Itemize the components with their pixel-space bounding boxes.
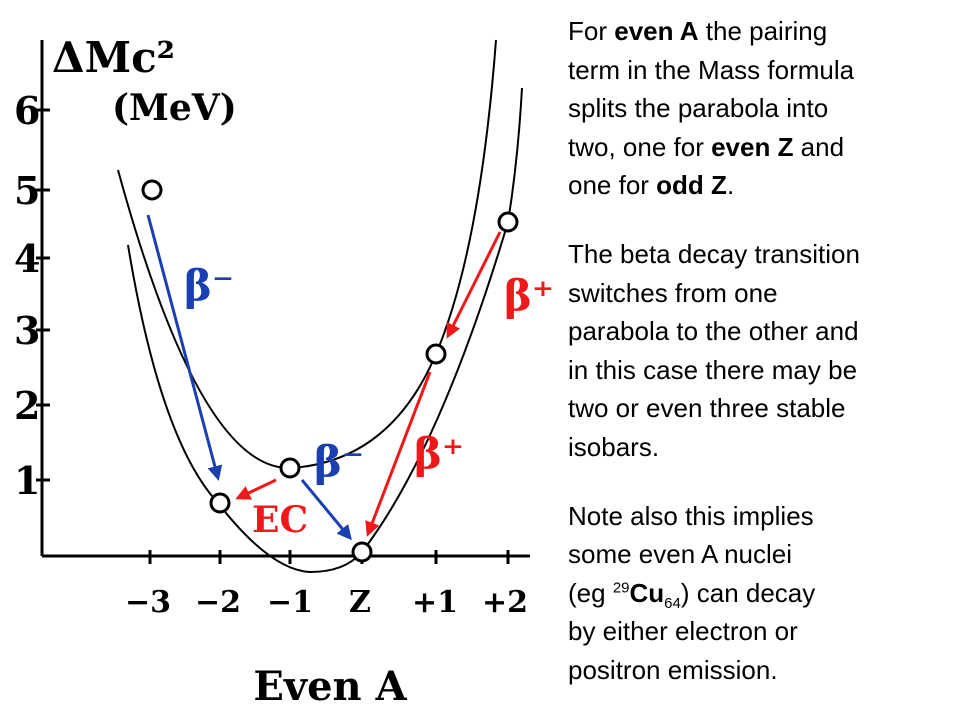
arrow-label: β⁺: [504, 271, 554, 320]
y-axis-unit: (MeV): [112, 87, 237, 129]
text: odd Z: [656, 170, 727, 201]
y-tick-label: 5: [14, 168, 40, 213]
x-tick-label: +1: [412, 585, 458, 620]
text: isobars.: [568, 431, 660, 462]
arrows: [146, 214, 502, 541]
arrow-label: EC: [252, 499, 308, 541]
text: in this case there may be: [568, 354, 858, 385]
text: two or even three stable: [568, 393, 846, 424]
y-axis-title: ΔMc²: [52, 33, 175, 82]
y-tick-label: 6: [14, 88, 40, 133]
y-tick-label: 2: [14, 383, 40, 428]
text: 29: [612, 579, 630, 597]
x-tick-label: −1: [267, 585, 313, 620]
text: Note also this implies: [568, 500, 814, 531]
x-tick-label: +2: [482, 585, 528, 620]
arrow-label: β⁻: [184, 261, 234, 310]
text: positron emission.: [568, 654, 778, 685]
text: For: [568, 16, 615, 46]
text: some even A nuclei: [568, 539, 793, 570]
text: the pairing: [698, 16, 828, 46]
text: one for: [568, 170, 657, 201]
y-tick-label: 4: [14, 236, 40, 281]
x-tick-label: −2: [195, 585, 241, 620]
text: splits the parabola into: [568, 93, 829, 124]
y-tick-label: 3: [14, 308, 40, 353]
text: 64: [664, 594, 681, 612]
text: term in the Mass formula: [568, 54, 855, 85]
even-z-parabola: [127, 87, 523, 574]
paragraph: Note also this implies some even A nucle…: [568, 497, 953, 690]
paragraph: For even A the pairing term in the Mass …: [568, 12, 953, 205]
y-tick-label: 1: [14, 458, 40, 503]
paragraph: The beta decay transition switches from …: [568, 235, 953, 467]
explanation: For even A the pairing term in the Mass …: [568, 12, 953, 720]
text: switches from one: [568, 277, 778, 308]
x-tick-label: −3: [125, 585, 171, 620]
text: even Z: [711, 131, 794, 162]
text: .: [726, 170, 735, 201]
text: and: [793, 131, 845, 162]
text: even A: [614, 16, 699, 46]
states: [141, 179, 519, 563]
axes: [36, 40, 530, 564]
text: ) can decay: [680, 577, 816, 608]
x-axis-title: Even A: [253, 663, 407, 710]
text: (eg: [568, 577, 613, 608]
text: two, one for: [568, 131, 712, 162]
arrow-label: β⁺: [414, 429, 464, 478]
text: parabola to the other and: [568, 316, 859, 347]
text: by either electron or: [568, 616, 798, 647]
text: Cu: [629, 577, 665, 608]
text: The beta decay transition: [568, 238, 860, 269]
arrow-label: β⁻: [314, 437, 364, 486]
x-tick-label: Z: [349, 585, 371, 620]
